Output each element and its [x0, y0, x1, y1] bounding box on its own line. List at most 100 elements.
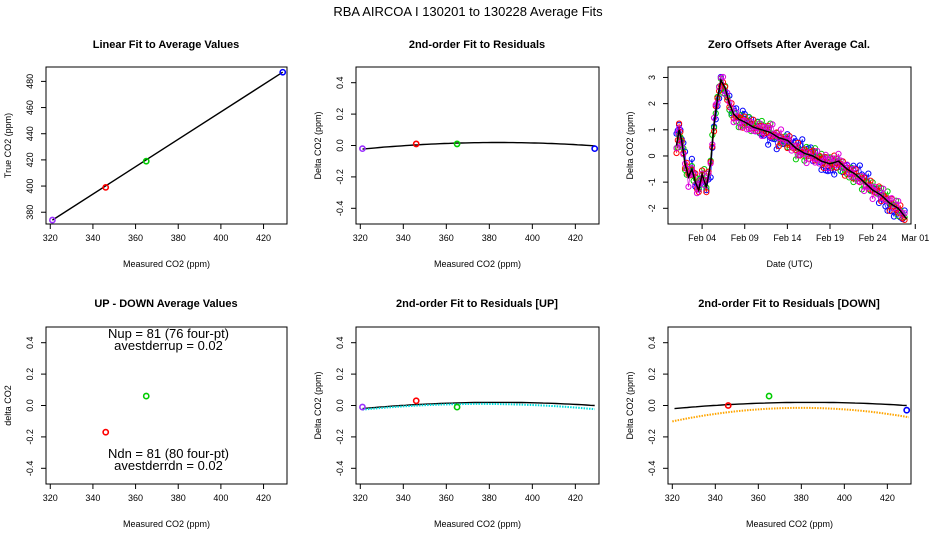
panel-offsets: Zero Offsets After Average Cal. Date (UTC…	[625, 39, 929, 269]
x-axis-label: Measured CO2 (ppm)	[434, 259, 521, 269]
data-point	[777, 126, 785, 133]
fit-line-black	[674, 401, 907, 410]
y-tick-label: -0.4	[647, 461, 657, 477]
chart-title: 2nd-order Fit to Residuals [UP]	[396, 298, 558, 310]
series-segment	[878, 194, 882, 199]
data-point-green	[765, 392, 773, 400]
x-tick-label: 320	[43, 493, 58, 503]
data-point	[822, 151, 829, 158]
series-segment	[859, 165, 863, 175]
data-point	[803, 159, 810, 167]
y-tick-label: 0	[647, 153, 657, 158]
y-tick-label: 0.2	[335, 108, 345, 121]
data-point	[756, 120, 763, 127]
x-tick-label: 340	[85, 233, 100, 243]
x-tick-label: 360	[439, 493, 454, 503]
x-tick-label: 320	[353, 493, 368, 503]
data-point-blue	[279, 68, 287, 76]
data-point	[765, 125, 772, 132]
x-tick-label: Feb 14	[773, 233, 801, 243]
series-segment	[776, 137, 780, 150]
data-point-red	[102, 428, 110, 436]
data-point	[739, 117, 746, 125]
series-segment	[733, 112, 737, 123]
data-point	[799, 136, 806, 143]
x-axis-label: Measured CO2 (ppm)	[746, 519, 833, 529]
y-tick-label: -0.2	[335, 169, 345, 185]
series-segment	[780, 142, 784, 144]
data-point	[867, 183, 874, 190]
data-point	[767, 133, 774, 141]
data-point	[861, 187, 868, 195]
data-point	[835, 150, 842, 158]
series-segment	[831, 157, 835, 160]
series-segment	[804, 154, 807, 164]
series-segment	[836, 153, 839, 165]
plot-frame	[667, 66, 912, 225]
annotation-bottom-line2: avestderrdn = 0.02	[114, 458, 223, 473]
x-tick-label: 320	[665, 493, 680, 503]
series-segment	[797, 154, 801, 156]
data-point-blue	[903, 406, 911, 414]
chart-title: UP - DOWN Average Values	[94, 298, 237, 310]
x-tick-label: 320	[353, 233, 368, 243]
y-tick-label: 0.4	[647, 336, 657, 349]
y-tick-label: 0.4	[335, 76, 345, 89]
chart-title: 2nd-order Fit to Residuals [DOWN]	[698, 298, 880, 310]
data-point-green	[453, 140, 461, 148]
data-point-green	[453, 403, 461, 411]
x-tick-label: 420	[568, 233, 583, 243]
data-point-red	[724, 402, 732, 409]
data-point-green	[142, 157, 150, 165]
x-tick-label: Mar 01	[901, 233, 929, 243]
data-point	[867, 177, 874, 184]
y-tick-label: -0.2	[647, 429, 657, 445]
data-point	[865, 183, 872, 190]
data-point	[769, 121, 776, 128]
mean-offset-line	[675, 77, 908, 220]
data-point	[884, 207, 891, 214]
x-axis-label: Measured CO2 (ppm)	[123, 519, 210, 529]
series-segment	[846, 164, 850, 173]
data-point	[888, 195, 895, 202]
y-tick-label: 420	[25, 152, 35, 167]
y-tick-label: -0.2	[335, 429, 345, 445]
x-tick-label: 360	[439, 233, 454, 243]
data-point-green	[142, 392, 150, 400]
data-point	[811, 159, 819, 166]
y-tick-label: 0.4	[25, 336, 35, 349]
data-point	[728, 105, 735, 112]
series-segment	[778, 129, 782, 138]
data-point	[693, 190, 701, 197]
data-point-red	[412, 397, 420, 405]
data-point-purple	[359, 145, 366, 153]
data-point	[814, 147, 821, 155]
x-tick-label: 400	[525, 493, 540, 503]
x-tick-label: 420	[256, 493, 271, 503]
data-point	[743, 126, 750, 133]
y-tick-label: -1	[647, 178, 657, 186]
fit-line-cyan	[362, 402, 595, 411]
series-segment	[872, 186, 876, 200]
chart-title: Zero Offsets After Average Cal.	[708, 39, 870, 51]
data-point-purple	[359, 403, 366, 411]
x-tick-label: 380	[171, 233, 186, 243]
y-tick-label: -0.4	[335, 461, 345, 477]
x-tick-label: Feb 04	[688, 233, 716, 243]
data-point	[677, 140, 684, 147]
y-tick-label: 2	[647, 101, 657, 106]
x-tick-label: 360	[128, 233, 143, 243]
series-segment	[880, 188, 884, 199]
data-point	[841, 172, 849, 179]
series-segment	[688, 174, 691, 187]
series-segment	[726, 100, 730, 108]
annotation-top-line1: Nup = 81 (76 four-pt)	[108, 326, 229, 341]
series-segment	[857, 180, 860, 183]
y-tick-label: 0.0	[25, 399, 35, 412]
y-tick-label: 0.0	[647, 399, 657, 412]
y-axis-label: Delta CO2 (ppm)	[625, 111, 635, 179]
y-tick-label: 1	[647, 127, 657, 132]
x-tick-label: 360	[751, 493, 766, 503]
y-tick-label: 3	[647, 75, 657, 80]
